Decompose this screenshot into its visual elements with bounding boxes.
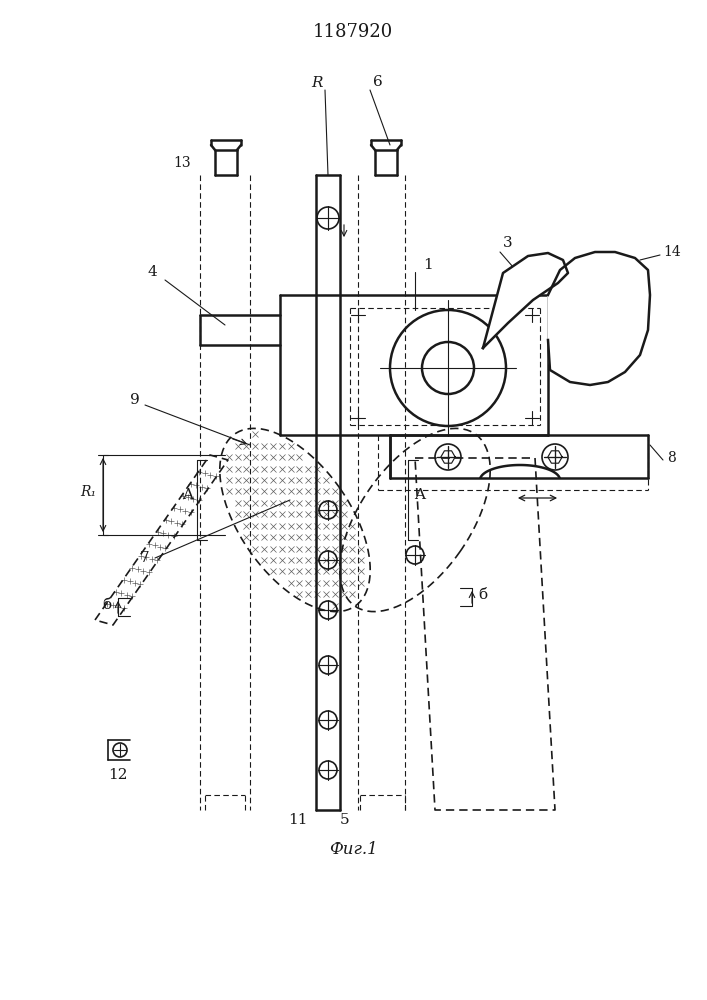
Text: R: R (311, 76, 323, 90)
Text: 6: 6 (373, 75, 383, 89)
Text: A: A (182, 488, 194, 502)
Text: 3: 3 (503, 236, 513, 250)
Text: R₁: R₁ (80, 485, 96, 499)
Text: 8: 8 (667, 451, 677, 465)
Text: 13: 13 (173, 156, 191, 170)
Polygon shape (483, 253, 568, 348)
Polygon shape (548, 252, 650, 385)
Text: б: б (479, 588, 488, 602)
Text: 12: 12 (108, 768, 128, 782)
Text: б: б (103, 598, 112, 612)
Text: Фиг.1: Фиг.1 (329, 842, 378, 858)
Text: 4: 4 (147, 265, 157, 279)
Text: 1187920: 1187920 (313, 23, 393, 41)
Text: 1: 1 (423, 258, 433, 272)
Text: 9: 9 (130, 393, 140, 407)
Text: 11: 11 (288, 813, 308, 827)
Text: 14: 14 (663, 245, 681, 259)
Text: 7: 7 (140, 551, 150, 565)
Text: 5: 5 (340, 813, 350, 827)
Text: A: A (414, 488, 426, 502)
